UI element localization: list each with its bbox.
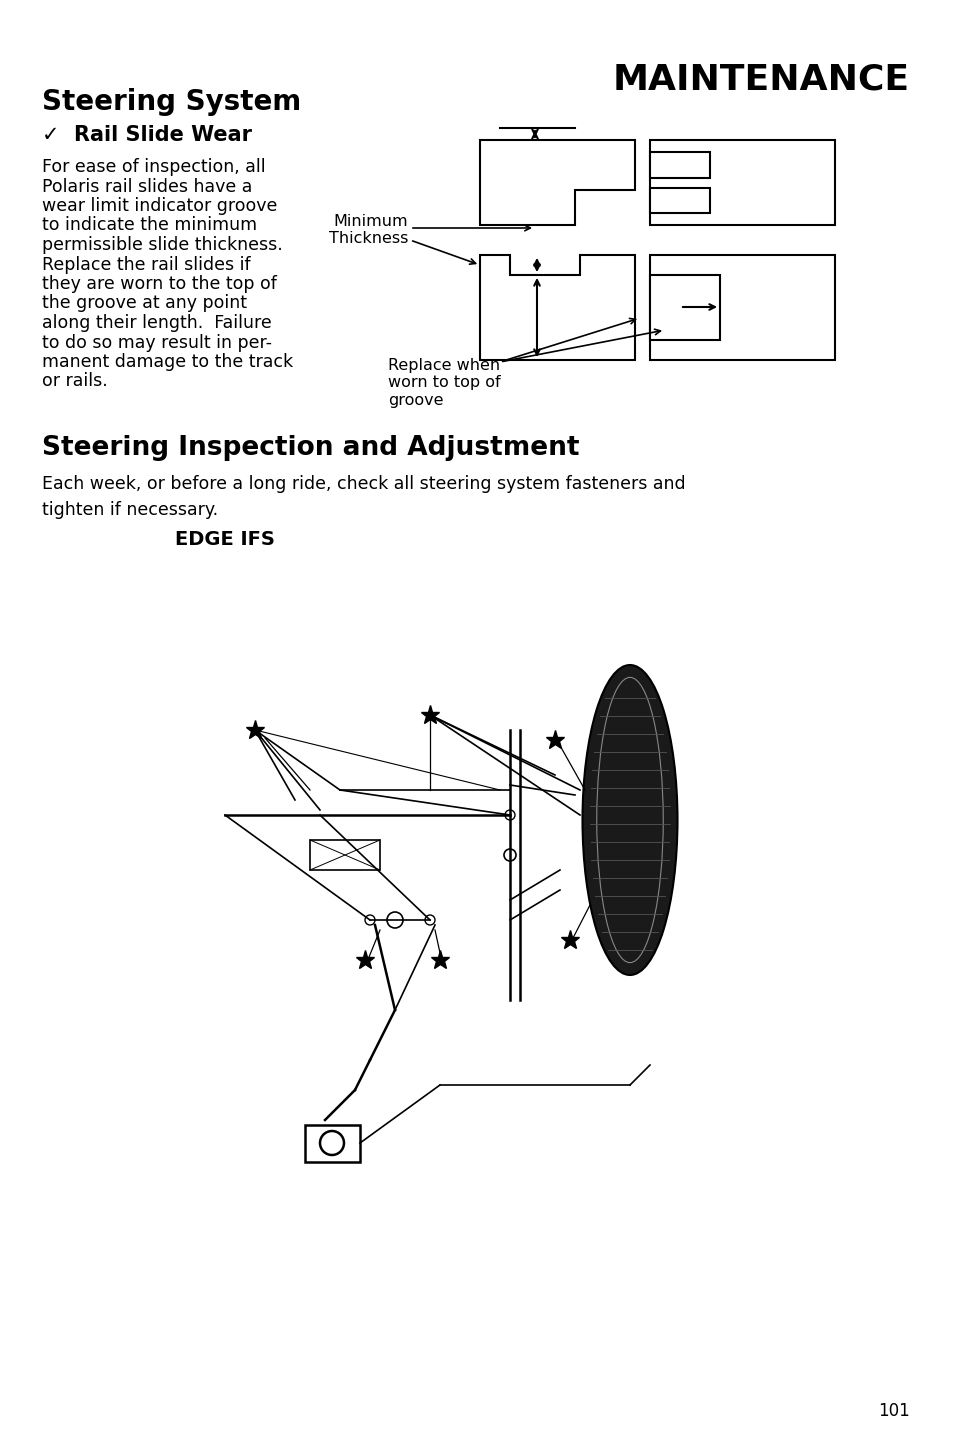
Text: For ease of inspection, all: For ease of inspection, all <box>42 158 265 176</box>
Polygon shape <box>649 153 709 177</box>
Text: Steering Inspection and Adjustment: Steering Inspection and Adjustment <box>42 435 578 461</box>
Text: Polaris rail slides have a: Polaris rail slides have a <box>42 177 253 195</box>
Text: permissible slide thickness.: permissible slide thickness. <box>42 236 282 254</box>
Text: or rails.: or rails. <box>42 372 108 391</box>
Text: the groove at any point: the groove at any point <box>42 295 247 313</box>
Ellipse shape <box>582 664 677 976</box>
Polygon shape <box>649 188 709 212</box>
Circle shape <box>365 915 375 925</box>
Text: Replace the rail slides if: Replace the rail slides if <box>42 256 251 273</box>
Circle shape <box>424 915 435 925</box>
Circle shape <box>504 810 515 820</box>
Text: wear limit indicator groove: wear limit indicator groove <box>42 196 277 215</box>
Polygon shape <box>649 275 720 340</box>
Text: Steering System: Steering System <box>42 89 301 116</box>
Text: manent damage to the track: manent damage to the track <box>42 353 293 371</box>
Text: ✓  Rail Slide Wear: ✓ Rail Slide Wear <box>42 125 252 145</box>
Text: to do so may result in per-: to do so may result in per- <box>42 333 272 352</box>
Text: along their length.  Failure: along their length. Failure <box>42 314 272 332</box>
Text: Each week, or before a long ride, check all steering system fasteners and
tighte: Each week, or before a long ride, check … <box>42 475 685 519</box>
Text: 101: 101 <box>878 1402 909 1421</box>
Text: MAINTENANCE: MAINTENANCE <box>612 63 909 96</box>
Text: Minimum
Thickness: Minimum Thickness <box>328 214 408 246</box>
Text: Replace when
worn to top of
groove: Replace when worn to top of groove <box>388 358 500 407</box>
Text: to indicate the minimum: to indicate the minimum <box>42 217 257 234</box>
Text: EDGE IFS: EDGE IFS <box>174 531 274 550</box>
Text: they are worn to the top of: they are worn to the top of <box>42 275 276 294</box>
